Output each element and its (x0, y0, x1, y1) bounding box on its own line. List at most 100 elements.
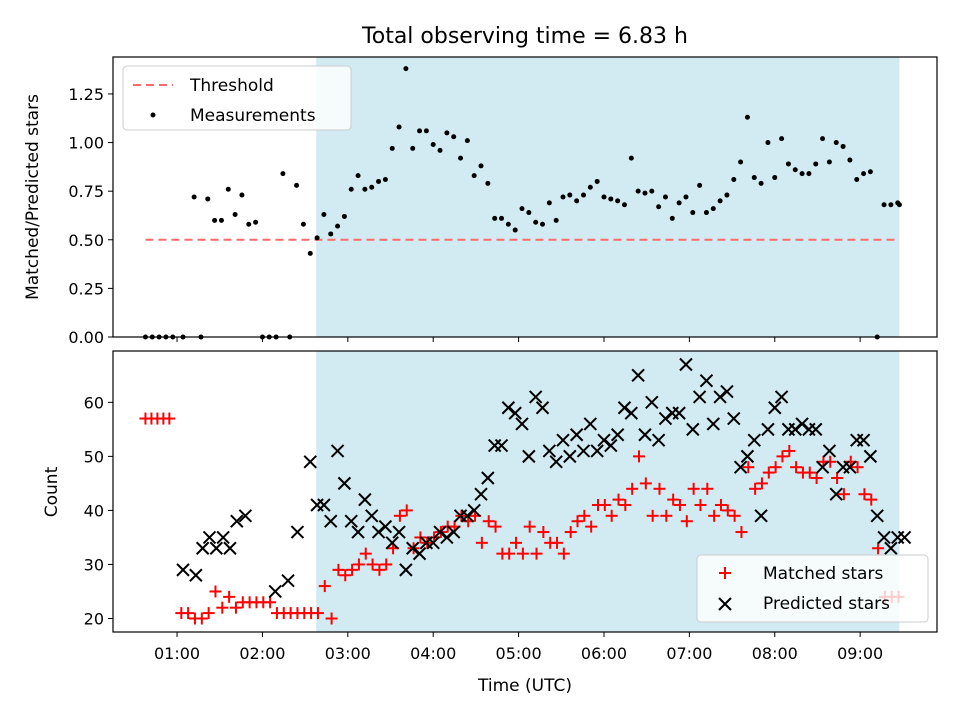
measurements-legend-swatch (150, 112, 156, 118)
predicted-star-stroke-b (399, 563, 413, 577)
measurement-point (806, 171, 812, 177)
matched-star-marker (865, 493, 878, 506)
bottom-y-tick-label: 20 (84, 609, 104, 628)
predicted-star-stroke-b (624, 406, 639, 420)
matched-star-marker (475, 536, 488, 549)
predicted-star-marker (720, 384, 734, 399)
bottom-y-axis-label: Count (42, 466, 62, 517)
predicted-star-marker (337, 476, 352, 491)
measurement-point (341, 213, 347, 219)
predicted-star-stroke-b (433, 525, 447, 539)
predicted-star-stroke-b (843, 460, 857, 474)
predicted-star-marker (610, 428, 625, 442)
matched-star-marker (605, 509, 618, 522)
predicted-star-stroke-b (460, 509, 475, 523)
predicted-star-stroke-b (230, 514, 244, 528)
predicted-star-stroke-b (651, 433, 666, 447)
measurement-point (417, 128, 423, 134)
bottom-x-ticks: 01:00 02:00 03:00 04:00 05:00 06:00 07:00 08:00… (154, 632, 883, 663)
predicted-star-marker (822, 444, 837, 458)
predicted-star-marker (494, 438, 509, 453)
top-observing-window-shade (316, 57, 900, 337)
measurement-point (560, 194, 566, 200)
predicted-star-stroke-b (563, 449, 577, 464)
measurement-point (485, 180, 491, 186)
matched-star-marker (872, 542, 885, 555)
measurement-point (382, 177, 388, 182)
measurement-point (799, 171, 805, 177)
matched-star-marker (769, 461, 782, 474)
measurement-point (649, 188, 655, 194)
predicted-star-stroke-b (645, 395, 659, 410)
measurement-point (505, 221, 511, 227)
matched-star-marker (195, 612, 208, 625)
predicted-star-stroke-b (774, 390, 789, 404)
matched-star-marker (510, 536, 523, 549)
predicted-star-stroke-b (281, 573, 295, 588)
predicted-star-stroke-b (679, 357, 693, 372)
predicted-star-marker (385, 536, 399, 550)
predicted-star-marker (843, 460, 857, 474)
predicted-star-marker (713, 390, 727, 404)
bottom-legend-box (696, 554, 929, 623)
predicted-star-stroke-b (223, 541, 237, 555)
chart-title: Total observing time = 6.83 h (361, 24, 688, 49)
matched-star-marker (639, 477, 652, 490)
measurement-point (656, 204, 662, 210)
top-y-tick-label: 1.25 (68, 85, 104, 104)
predicted-star-stroke-b (720, 384, 734, 399)
predicted-star-marker (351, 525, 365, 539)
predicted-star-marker (754, 509, 768, 523)
measurement-point (615, 198, 621, 204)
matched-star-marker (359, 547, 372, 560)
matched-star-marker (564, 526, 577, 539)
matched-star-marker (646, 509, 659, 522)
measurement-point (553, 217, 559, 223)
predicted-star-stroke-b (863, 449, 878, 464)
measurement-point (826, 159, 832, 165)
predicted-star-stroke-b (209, 541, 224, 555)
predicted-star-marker (378, 519, 393, 534)
matched-legend-label: Matched stars (763, 564, 883, 584)
predicted-star-marker (897, 530, 912, 545)
predicted-star-marker (281, 573, 295, 588)
predicted-star-marker (774, 390, 789, 404)
predicted-star-marker (549, 455, 563, 469)
measurement-point (642, 190, 648, 196)
predicted-star-stroke-b (638, 428, 652, 442)
measurement-point (300, 221, 306, 227)
matched-star-marker (701, 482, 714, 495)
predicted-star-stroke-b (440, 530, 454, 545)
predicted-star-stroke-b (870, 509, 884, 523)
measurement-points (142, 66, 902, 340)
matched-star-marker (537, 526, 550, 539)
matched-star-marker (216, 601, 229, 614)
measurement-point (669, 215, 675, 221)
measurement-point (294, 182, 300, 188)
matched-star-marker (339, 569, 352, 582)
matched-star-marker (755, 477, 768, 490)
measurement-point (478, 163, 484, 169)
predicted-star-stroke-b (583, 417, 598, 431)
predicted-star-marker (223, 541, 237, 555)
bottom-x-tick-label: 04:00 (410, 644, 456, 663)
matched-star-marker (667, 493, 680, 506)
predicted-star-stroke-b (809, 422, 823, 437)
measurement-point (779, 136, 785, 142)
predicted-star-stroke-b (535, 401, 550, 415)
matched-star-marker (551, 536, 564, 549)
predicted-star-marker (433, 525, 447, 539)
predicted-star-marker (481, 471, 495, 485)
predicted-star-marker (474, 487, 488, 501)
predicted-star-marker (638, 428, 652, 442)
matched-star-marker (742, 461, 755, 474)
matched-star-marker (503, 547, 516, 560)
matched-star-marker (858, 488, 871, 501)
predicted-star-marker (195, 541, 210, 555)
bottom-y-ticks: 20 30 40 50 60 (84, 393, 113, 628)
predicted-star-marker (330, 444, 345, 458)
measurement-point (854, 177, 860, 182)
measurement-point (492, 215, 498, 221)
measurement-point (683, 194, 689, 200)
matched-star-marker (209, 585, 222, 598)
